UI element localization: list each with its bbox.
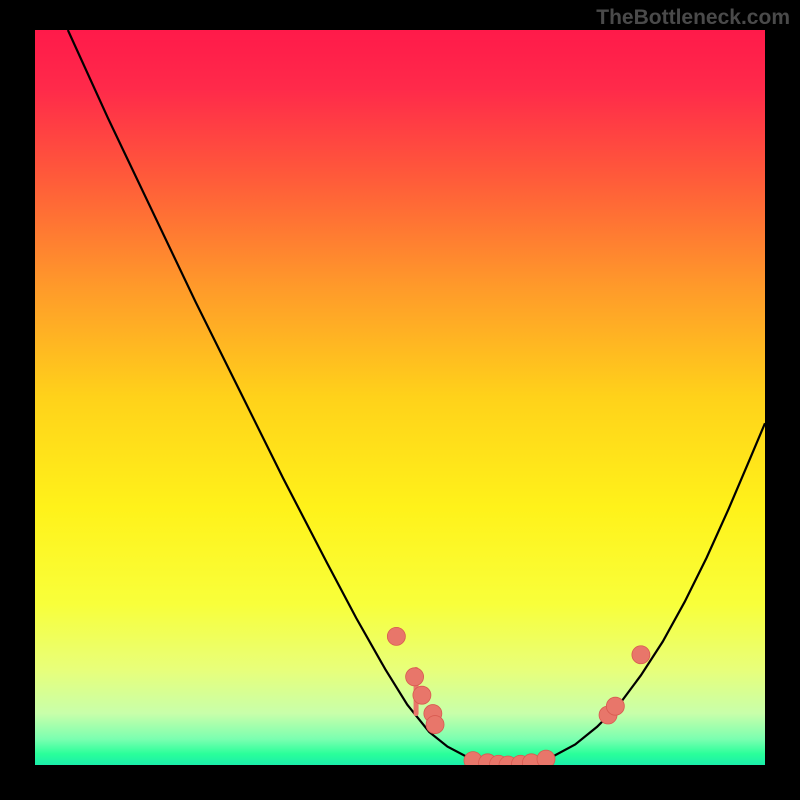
markers-group [387,627,650,765]
watermark-text: TheBottleneck.com [596,6,790,30]
curve-layer [35,30,765,765]
data-marker [606,697,624,715]
data-marker [426,716,444,734]
data-marker [537,750,555,765]
bottleneck-curve [68,30,765,765]
data-marker [406,668,424,686]
data-marker [387,627,405,645]
data-marker [632,646,650,664]
plot-area [35,30,765,765]
data-marker [413,686,431,704]
